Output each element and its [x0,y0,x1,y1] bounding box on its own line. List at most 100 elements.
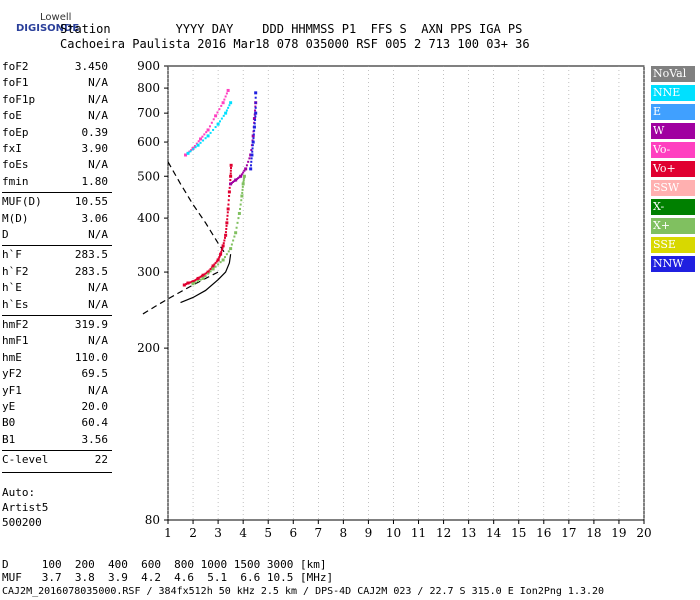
echo-point [225,109,228,112]
echo-point [214,126,217,129]
echo-point [214,114,218,118]
param-row-fof1: foF1 N/A [2,76,108,90]
x-tick-label: 11 [411,526,426,540]
echo-point [220,248,223,251]
param-row-mufd: MUF(D) 10.55 [2,195,108,209]
echo-point [242,179,245,182]
echo-point [227,250,230,253]
profile-curve [180,254,232,304]
x-tick-label: 16 [536,526,551,540]
parameter-panel: foF2 3.450 foF1 N/A foF1p N/A foE N/A foEp 0.39 fx… [2,60,112,480]
echo-point [191,280,195,284]
param-value: 60.4 [81,416,109,430]
echo-point [204,137,207,140]
echo-point [242,174,246,178]
footer-status-line: CAJ2M_2016078035000.RSF / 384fx512h 50 k… [2,586,605,597]
echo-point [243,177,246,180]
echo-point [217,263,220,266]
echo-point [251,140,255,144]
echo-point [232,239,235,242]
param-value: 283.5 [74,248,108,262]
legend-item-x: X+ [651,218,695,234]
echo-point [194,146,197,149]
echo-point [222,242,225,245]
echo-point [244,167,248,171]
echo-point [198,276,201,279]
echo-point [254,91,258,95]
echo-point [224,233,228,237]
echo-point [217,257,220,260]
echo-point [221,246,224,249]
echo-point [212,128,215,131]
param-value: 283.5 [74,264,108,278]
echo-point [228,104,231,107]
echo-point [208,125,211,128]
echo-point [221,244,225,248]
echo-point [234,178,238,182]
y-tick-label: 600 [137,135,160,149]
echo-point [201,135,204,138]
param-value: 319.9 [74,318,108,331]
footer-d-line: D 100 200 400 600 800 1000 1500 3000 [km… [2,558,327,571]
param-value: 3.06 [81,211,109,225]
echo-point [226,218,229,221]
auto-info: Auto: Artist5 500200 [2,485,48,530]
echo-point [241,182,245,186]
echo-point [229,179,232,182]
echo-point [218,120,221,123]
param-label: M(D) [2,211,29,225]
echo-point [203,273,206,276]
x-tick-label: 18 [586,526,601,540]
param-row-clevel: C-level 22 [2,453,108,467]
param-value: N/A [88,158,108,172]
legend-item-nne: NNE [651,85,695,101]
param-value: 10.55 [74,195,108,209]
x-tick-label: 7 [314,526,322,540]
echo-point [214,265,217,268]
param-value: 1.80 [81,174,109,188]
auto-artist: Artist5 [2,501,49,514]
param-label: yF1 [2,383,22,397]
param-label: h`F2 [2,264,29,278]
echo-point [212,118,215,121]
x-tick-label: 17 [561,526,576,540]
param-value: 3.56 [81,432,109,446]
echo-point [208,269,211,272]
param-label: hmE [2,350,22,364]
legend-item-x: X- [651,199,695,215]
param-label: foEs [2,158,29,172]
echo-point [251,139,254,142]
echo-point [210,266,213,269]
param-value: 20.0 [81,400,109,413]
echo-point [227,106,230,109]
echo-point [227,203,230,206]
echo-point [204,272,207,275]
x-tick-label: 13 [461,526,476,540]
echo-point [197,280,200,283]
x-tick-label: 3 [214,526,222,540]
echo-point [250,157,253,160]
echo-point [254,118,257,121]
echo-point [209,267,212,270]
echo-point [240,194,244,198]
param-value: N/A [88,109,108,123]
echo-point [254,115,257,118]
param-row-hme: hmE 110.0 [2,351,108,365]
echo-point [226,211,229,214]
param-row-fof1p: foF1p N/A [2,93,108,107]
echo-point [252,125,256,129]
echo-point [189,281,192,284]
echo-point [186,151,190,155]
echo-point [202,139,205,142]
echo-point [223,236,226,239]
echo-point [252,137,255,140]
param-label: B0 [2,416,16,430]
echo-point [199,275,202,278]
x-tick-label: 10 [386,526,401,540]
echo-point [225,253,228,256]
plot-frame [167,65,645,521]
param-separator [2,192,112,194]
echo-point [250,153,254,157]
y-tick-label: 400 [137,211,160,225]
